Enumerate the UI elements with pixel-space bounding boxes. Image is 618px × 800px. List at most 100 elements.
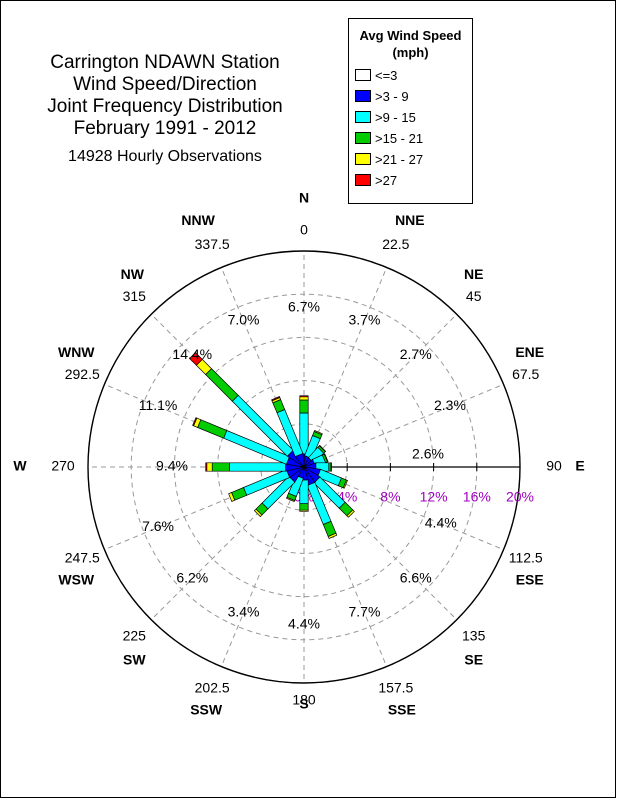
outer-tick [90, 504, 94, 515]
outer-tick [256, 677, 267, 681]
outer-tick [508, 399, 513, 410]
legend-item: >21 - 27 [355, 153, 423, 169]
outer-tick [145, 308, 158, 321]
outer-tick [236, 671, 247, 676]
direction-degree-label: 45 [466, 288, 482, 304]
outer-tick [256, 253, 267, 257]
outer-tick [491, 564, 498, 574]
direction-degree-label: 135 [462, 627, 486, 643]
direction-total-label: 14.4% [172, 346, 212, 362]
direction-degree-label: 90 [546, 458, 562, 474]
direction-name-label: SW [123, 651, 146, 667]
direction-total-label: 7.0% [228, 312, 260, 328]
outer-tick [110, 360, 117, 370]
legend-swatch [355, 153, 371, 165]
wind-bar-segment [205, 368, 239, 402]
outer-tick [95, 524, 100, 535]
direction-name-label: NNE [395, 212, 425, 228]
direction-total-label: 7.6% [142, 518, 174, 534]
legend-label: >3 - 9 [375, 89, 409, 104]
direction-spoke [303, 313, 458, 468]
wind-bar-segment [299, 399, 309, 414]
legend-label: >15 - 21 [375, 131, 424, 146]
outer-tick [197, 654, 207, 661]
direction-name-label: NW [121, 266, 145, 282]
outer-tick [162, 296, 172, 304]
legend-item: >9 - 15 [355, 111, 416, 127]
direction-degree-label: 0 [300, 222, 308, 238]
direction-name-label: NE [464, 266, 483, 282]
wind-bar-segment [189, 352, 203, 366]
radial-axis-label: 16% [463, 489, 491, 505]
outer-tick [88, 440, 91, 451]
legend-swatch [355, 132, 371, 144]
outer-tick [320, 680, 331, 683]
outer-tick [480, 582, 487, 592]
legend-item: >15 - 21 [355, 132, 423, 148]
wind-bar-segment [192, 417, 198, 427]
outer-tick [480, 342, 487, 352]
wind-bar-segment [323, 453, 329, 463]
legend-label: >21 - 27 [375, 152, 424, 167]
direction-total-label: 9.4% [156, 458, 188, 474]
outer-tick [162, 630, 172, 638]
direction-total-label: 4.4% [288, 616, 320, 632]
outer-tick [121, 342, 128, 352]
outer-tick [450, 613, 463, 626]
wind-bar-segment [299, 396, 309, 401]
direction-degree-label: 157.5 [378, 679, 413, 695]
outer-tick [133, 599, 141, 609]
radial-axis-label: 8% [380, 489, 400, 505]
wind-bar-segment [197, 419, 228, 439]
wind-bar-segment [299, 395, 309, 398]
outer-tick [100, 542, 108, 558]
direction-total-label: 11.1% [139, 397, 178, 413]
outer-tick [517, 483, 520, 494]
outer-tick [121, 582, 128, 592]
direction-name-label: SSE [388, 701, 416, 717]
observations-count: 14928 Hourly Observations [68, 148, 262, 165]
radial-axis-label: 12% [420, 489, 448, 505]
direction-degree-label: 315 [123, 288, 147, 304]
direction-name-label: N [299, 190, 309, 206]
outer-tick [197, 273, 207, 280]
outer-tick [100, 376, 108, 392]
direction-spoke [220, 466, 305, 667]
direction-total-label: 2.7% [400, 346, 432, 362]
direction-name-label: SE [464, 651, 483, 667]
outer-tick [213, 263, 229, 271]
direction-total-label: 6.6% [400, 569, 432, 585]
direction-degree-label: 180 [292, 692, 316, 708]
outer-tick [90, 419, 94, 430]
legend-swatch [355, 174, 371, 186]
direction-name-label: S [299, 696, 308, 712]
outer-tick [379, 663, 395, 671]
wind-bar-segment [342, 479, 348, 489]
direction-degree-label: 202.5 [195, 679, 230, 695]
direction-degree-label: 22.5 [382, 236, 409, 252]
outer-tick [88, 483, 91, 494]
chart-title-line-1: Carrington NDAWN Station [50, 52, 280, 73]
outer-tick [514, 504, 518, 515]
wind-bar-segment [206, 462, 213, 472]
direction-name-label: ENE [515, 344, 544, 360]
chart-title-line-2: Wind Speed/Direction [73, 74, 257, 95]
legend-label: >27 [375, 173, 398, 188]
outer-tick [320, 251, 331, 254]
outer-tick [491, 360, 498, 370]
wind-bar-segment [346, 509, 355, 518]
outer-tick [514, 419, 518, 430]
outer-tick [179, 284, 189, 291]
outer-tick [500, 376, 508, 392]
wind-bar-segment [271, 396, 281, 402]
outer-tick [236, 258, 247, 263]
wind-bar-segment [313, 430, 323, 436]
outer-tick [179, 643, 189, 650]
wind-bar-segment [286, 496, 296, 502]
direction-degree-label: 67.5 [512, 366, 539, 382]
outer-tick [213, 663, 229, 671]
wind-bar-segment [253, 508, 263, 518]
wind-bar-segment [318, 444, 327, 453]
